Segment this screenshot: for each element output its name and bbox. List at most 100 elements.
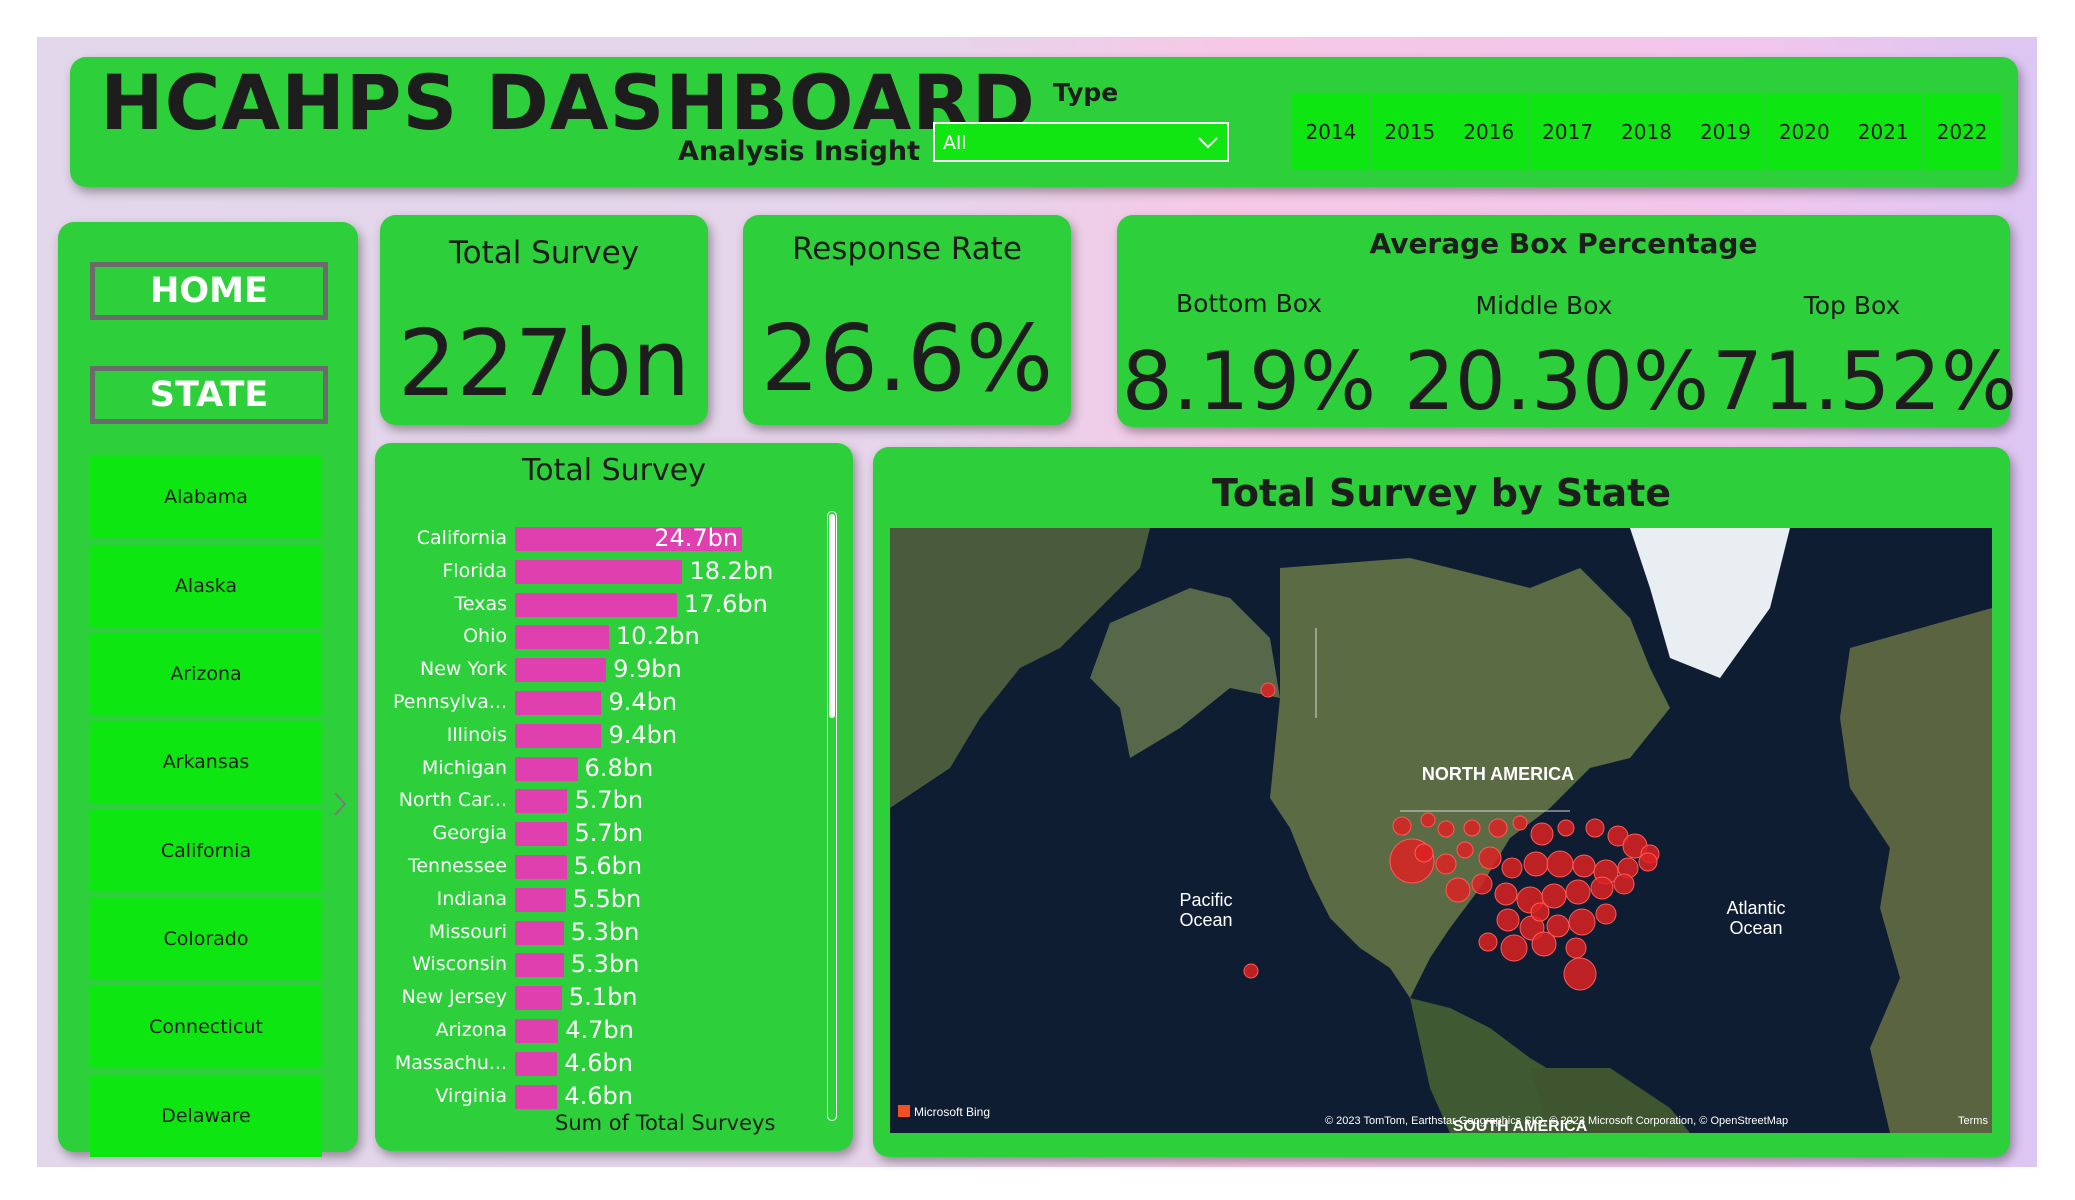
type-dropdown[interactable]: All [933, 122, 1229, 162]
state-bubble[interactable] [1420, 812, 1436, 828]
state-bubble[interactable] [1546, 850, 1574, 878]
survey-map[interactable]: NORTH AMERICA Pacific Ocean Atlantic Oce… [890, 528, 1992, 1133]
bar-category-label: Wisconsin [412, 953, 507, 976]
state-item-california[interactable]: California [90, 810, 322, 892]
state-bubble[interactable] [1471, 873, 1493, 895]
state-bubble[interactable] [1546, 914, 1570, 938]
state-bubble[interactable] [1501, 857, 1523, 879]
state-button[interactable]: STATE [90, 366, 328, 424]
year-button-2014[interactable]: 2014 [1292, 94, 1371, 170]
bar[interactable] [515, 592, 677, 617]
pacific-label-1: Pacific [1179, 890, 1232, 910]
bar-value-label: 9.9bn [613, 655, 682, 684]
state-bubble[interactable] [1445, 877, 1471, 903]
bar[interactable] [515, 986, 562, 1011]
state-bubble[interactable] [1463, 819, 1481, 837]
atlantic-label-1: Atlantic [1726, 898, 1785, 918]
year-button-2016[interactable]: 2016 [1449, 94, 1529, 170]
chevron-right-icon[interactable] [333, 791, 347, 817]
state-bubble[interactable] [1435, 853, 1457, 875]
bar[interactable] [515, 920, 564, 945]
state-bubble[interactable] [1478, 932, 1498, 952]
bar[interactable] [515, 789, 568, 814]
north-america-label: NORTH AMERICA [1422, 764, 1574, 784]
state-item-connecticut[interactable]: Connecticut [90, 986, 322, 1068]
map-attribution: © 2023 TomTom, Earthstar Geographics SIO… [1325, 1115, 1788, 1127]
state-bubble[interactable] [1530, 902, 1550, 922]
state-bubble[interactable] [1512, 815, 1528, 831]
state-bubble[interactable] [1260, 682, 1276, 698]
year-button-2020[interactable]: 2020 [1765, 94, 1845, 170]
year-button-2022[interactable]: 2022 [1923, 94, 2003, 170]
state-item-delaware[interactable]: Delaware [90, 1075, 322, 1157]
state-bubble[interactable] [1496, 908, 1520, 932]
bar[interactable] [515, 1051, 558, 1076]
state-bubble[interactable] [1392, 816, 1412, 836]
state-bubble[interactable] [1437, 820, 1455, 838]
state-item-arizona[interactable]: Arizona [90, 633, 322, 715]
bar[interactable] [515, 691, 602, 715]
bar[interactable] [515, 822, 568, 847]
state-bubble[interactable] [1595, 903, 1617, 925]
state-bubble[interactable] [1243, 963, 1259, 979]
state-bubble[interactable] [1585, 818, 1605, 838]
state-bubble[interactable] [1478, 846, 1502, 870]
year-button-2017[interactable]: 2017 [1528, 94, 1608, 170]
bar[interactable] [515, 756, 578, 781]
state-bubble[interactable] [1494, 882, 1518, 906]
state-bubble[interactable] [1563, 957, 1597, 991]
bar[interactable] [515, 559, 683, 584]
state-bubble[interactable] [1456, 841, 1474, 859]
state-bubble[interactable] [1414, 843, 1434, 863]
state-bubble[interactable] [1530, 822, 1554, 846]
bar[interactable] [515, 658, 607, 683]
terms-link[interactable]: Terms [1958, 1115, 1988, 1127]
chart-x-axis-label: Sum of Total Surveys [555, 1111, 776, 1135]
state-bubble[interactable] [1500, 934, 1528, 962]
chart-scrollbar-thumb[interactable] [829, 514, 835, 718]
bar[interactable] [515, 1019, 559, 1043]
bar[interactable] [515, 953, 564, 978]
bar[interactable] [515, 625, 609, 650]
state-item-arkansas[interactable]: Arkansas [90, 721, 322, 803]
state-item-colorado[interactable]: Colorado [90, 898, 322, 980]
state-bubble[interactable] [1531, 931, 1557, 957]
state-bubble[interactable] [1568, 908, 1596, 936]
bar[interactable] [515, 527, 743, 551]
bar[interactable] [515, 1084, 558, 1109]
bar-category-label: Indiana [436, 887, 507, 910]
state-bubble[interactable] [1523, 851, 1549, 877]
bar-category-label: Pennsylva... [393, 691, 507, 713]
middle-box-value: 20.30% [1404, 335, 1710, 428]
bottom-box-label: Bottom Box [1175, 289, 1323, 318]
year-button-2019[interactable]: 2019 [1686, 94, 1766, 170]
year-button-2018[interactable]: 2018 [1607, 94, 1687, 170]
state-bubble[interactable] [1488, 818, 1508, 838]
bar[interactable] [515, 855, 567, 879]
survey-bubbles[interactable] [1243, 682, 1660, 991]
year-button-2021[interactable]: 2021 [1844, 94, 1924, 170]
state-bubble[interactable] [1638, 852, 1658, 872]
state-bubble[interactable] [1541, 883, 1567, 909]
bar[interactable] [515, 887, 566, 912]
chart-scrollbar[interactable] [827, 511, 837, 1121]
bar-category-label: Georgia [432, 822, 508, 845]
state-bubble[interactable] [1565, 879, 1591, 905]
state-item-alabama[interactable]: Alabama [90, 456, 322, 538]
state-bubble[interactable] [1572, 854, 1596, 878]
state-bubble[interactable] [1565, 937, 1587, 959]
state-bubble[interactable] [1613, 873, 1635, 895]
state-bubble[interactable] [1590, 876, 1614, 900]
bar[interactable] [515, 723, 602, 748]
bar-category-label: Texas [454, 592, 507, 615]
state-bubble[interactable] [1557, 819, 1575, 837]
bar-value-label: 5.3bn [570, 917, 640, 946]
bar-category-label: North Car... [398, 789, 507, 812]
south-america-land [1530, 1068, 1690, 1133]
home-button[interactable]: HOME [90, 262, 328, 320]
bar-category-label: Ohio [463, 625, 507, 648]
state-item-alaska[interactable]: Alaska [90, 545, 322, 627]
year-button-2015[interactable]: 2015 [1370, 94, 1450, 170]
bar-value-label: 5.5bn [572, 884, 642, 913]
bar-value-label: 9.4bn [608, 720, 678, 749]
